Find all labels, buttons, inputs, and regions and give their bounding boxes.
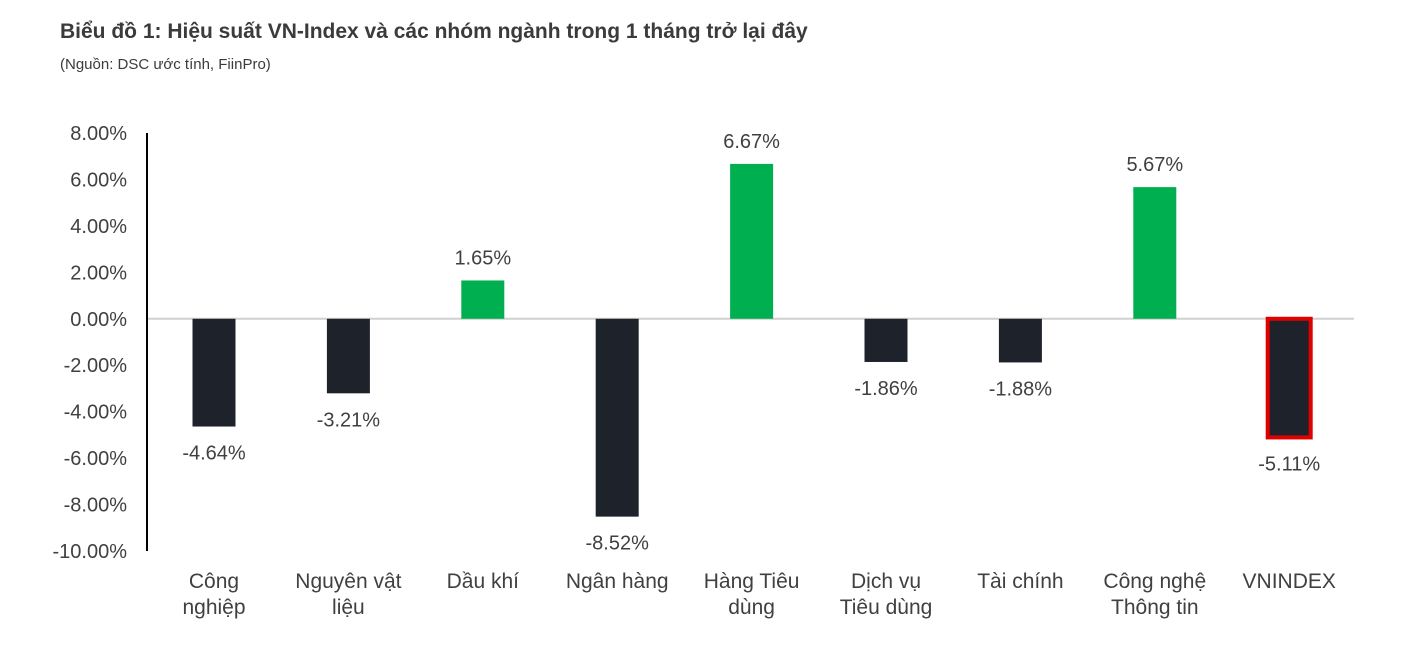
data-label: -8.52% bbox=[586, 533, 650, 555]
y-tick-label: 4.00% bbox=[70, 216, 127, 238]
x-tick-label: Dầu khí bbox=[447, 570, 520, 593]
bar bbox=[730, 163, 774, 319]
y-tick-label: -10.00% bbox=[53, 541, 128, 563]
x-tick-label: Tài chính bbox=[977, 570, 1063, 593]
bar bbox=[1133, 187, 1177, 319]
bar-highlighted bbox=[1265, 316, 1313, 440]
bar bbox=[326, 318, 370, 394]
y-tick-label: -2.00% bbox=[64, 355, 128, 377]
data-label: -3.21% bbox=[317, 409, 381, 431]
y-tick-label: -6.00% bbox=[64, 448, 128, 470]
data-label: -4.64% bbox=[182, 443, 246, 465]
y-tick-label: 2.00% bbox=[70, 262, 127, 284]
data-label: 6.67% bbox=[723, 131, 780, 153]
x-tick-label: Nguyên vật bbox=[295, 570, 401, 593]
x-tick-label: Ngân hàng bbox=[566, 570, 669, 593]
data-label: -5.11% bbox=[1258, 453, 1320, 475]
bar bbox=[998, 318, 1042, 363]
data-label: -1.88% bbox=[989, 378, 1053, 400]
bar bbox=[461, 280, 505, 319]
x-tick-label: Công bbox=[189, 570, 239, 593]
bar bbox=[192, 318, 236, 427]
x-tick-label: Dịch vụ bbox=[851, 570, 921, 593]
bar bbox=[595, 318, 639, 517]
y-tick-label: 6.00% bbox=[70, 169, 127, 191]
x-tick-label: Công nghệ bbox=[1103, 570, 1206, 593]
chart-source: (Nguồn: DSC ước tính, FiinPro) bbox=[60, 56, 271, 73]
x-tick-label: VNINDEX bbox=[1243, 570, 1336, 593]
x-tick-label: liệu bbox=[332, 596, 365, 619]
y-tick-label: 8.00% bbox=[70, 123, 127, 145]
x-tick-label: Tiêu dùng bbox=[840, 596, 933, 619]
x-tick-label: nghiệp bbox=[182, 596, 245, 619]
data-label: 5.67% bbox=[1126, 154, 1183, 176]
x-tick-label: Thông tin bbox=[1111, 596, 1199, 619]
x-tick-label: Hàng Tiêu bbox=[704, 570, 800, 593]
bar bbox=[864, 318, 908, 362]
y-tick-label: -8.00% bbox=[64, 495, 128, 517]
x-tick-label: dùng bbox=[728, 596, 775, 619]
data-label: 1.65% bbox=[454, 247, 511, 269]
y-tick-label: -4.00% bbox=[64, 402, 128, 424]
data-label: -1.86% bbox=[854, 378, 918, 400]
chart-title: Biểu đồ 1: Hiệu suất VN-Index và các nhó… bbox=[60, 20, 808, 43]
y-tick-label: 0.00% bbox=[70, 309, 127, 331]
